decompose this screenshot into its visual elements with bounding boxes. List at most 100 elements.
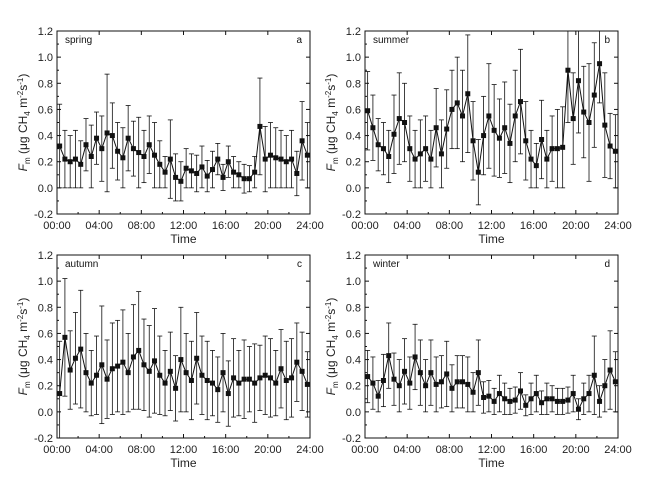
data-point [449,106,455,112]
data-point [109,133,115,139]
x-tick-label: 08:00 [436,444,464,456]
data-point [241,176,247,182]
data-point [141,153,147,159]
data-point [586,120,592,125]
data-point [517,99,523,105]
y-tick-label: 0.2 [38,381,53,393]
data-point [428,156,434,162]
data-point [591,372,597,378]
data-point [231,375,237,381]
data-point [512,397,518,403]
data-point [438,379,444,385]
data-point [423,383,429,389]
data-point [533,391,539,397]
data-point [183,165,189,171]
data-point [115,148,121,154]
data-point [241,376,247,382]
y-axis-title: Fm (μg CH4 m-2s-1) [16,74,32,172]
data-point [72,355,78,361]
data-point [220,370,226,376]
data-point [423,146,429,152]
data-point [486,113,492,119]
data-point [294,359,300,365]
x-tick-label: 16:00 [520,444,548,456]
y-tick-label: 0.6 [346,104,361,116]
x-tick-label: 20:00 [562,444,590,456]
data-point [199,164,205,170]
x-tick-label: 00:00 [351,444,379,456]
data-point [375,393,381,399]
data-point [554,398,560,404]
x-tick-label: 12:00 [478,220,506,232]
panel-summer: -0.2 0.0 0.2 0.4 0.6 0.8 1.0 1.2 00:00 04:00 08:00… [324,26,632,246]
data-point [481,394,487,400]
data-point [252,380,258,386]
x-tick-label: 08:00 [436,220,464,232]
data-point [544,396,550,402]
data-point [162,380,168,386]
data-point [83,142,89,148]
x-tick-label: 00:00 [43,220,71,232]
data-point [162,169,168,175]
data-point [120,359,126,365]
panel-letter: a [296,35,302,46]
x-tick-label: 24:00 [296,220,324,232]
x-tick-label: 20:00 [562,220,590,232]
data-point [402,368,408,374]
data-point [136,347,142,353]
data-point [380,146,386,152]
data-point [523,138,529,144]
data-point [375,142,381,148]
y-axis-title: Fm (μg CH4 m-2s-1) [324,74,340,172]
data-point [570,116,576,122]
data-point [294,170,300,176]
y-tick-label: -0.2 [342,209,361,221]
data-point [486,393,492,399]
data-point [465,91,471,97]
y-tick-label: 0.8 [346,78,361,90]
data-point [586,391,592,397]
season-label: spring [65,35,92,46]
data-point [412,354,418,360]
data-point [194,170,200,176]
data-point [502,396,508,402]
data-point [407,380,413,386]
data-point [141,362,147,368]
y-tick-label: 1.0 [38,276,53,288]
data-point [204,173,210,179]
x-tick-label: 08:00 [128,220,156,232]
x-tick-label: 12:00 [170,220,198,232]
y-tick-label: 0.0 [346,183,361,195]
data-point [273,380,279,386]
data-point [246,176,252,182]
data-point [283,159,289,165]
data-point [602,383,608,389]
data-point [130,354,136,360]
panel-spring: -0.2 0.0 0.2 0.4 0.6 0.8 1.0 1.2 00:00 04:00 08:00… [16,26,324,246]
x-tick-label: 16:00 [520,220,548,232]
x-tick-label: 12:00 [478,444,506,456]
data-point [115,363,121,369]
data-point [252,169,258,175]
data-point [402,120,408,125]
data-point [136,150,142,156]
data-point [581,396,587,402]
x-tick-label: 04:00 [85,444,113,456]
data-point [391,131,397,137]
data-point [99,146,105,152]
data-point [67,367,73,373]
data-point [407,146,413,152]
data-point [523,402,529,408]
data-point [220,174,226,180]
x-tick-label: 24:00 [604,220,632,232]
y-tick-label: 0.0 [38,183,53,195]
data-point [433,125,439,131]
y-tick-label: 1.2 [38,250,53,262]
x-tick-label: 16:00 [212,220,240,232]
panel-letter: d [604,259,610,270]
y-tick-label: 1.0 [38,52,53,64]
y-axis-title: Fm (μg CH4 m-2s-1) [16,298,32,396]
series-spring [57,73,310,202]
data-point [215,387,221,393]
data-point [146,142,152,148]
